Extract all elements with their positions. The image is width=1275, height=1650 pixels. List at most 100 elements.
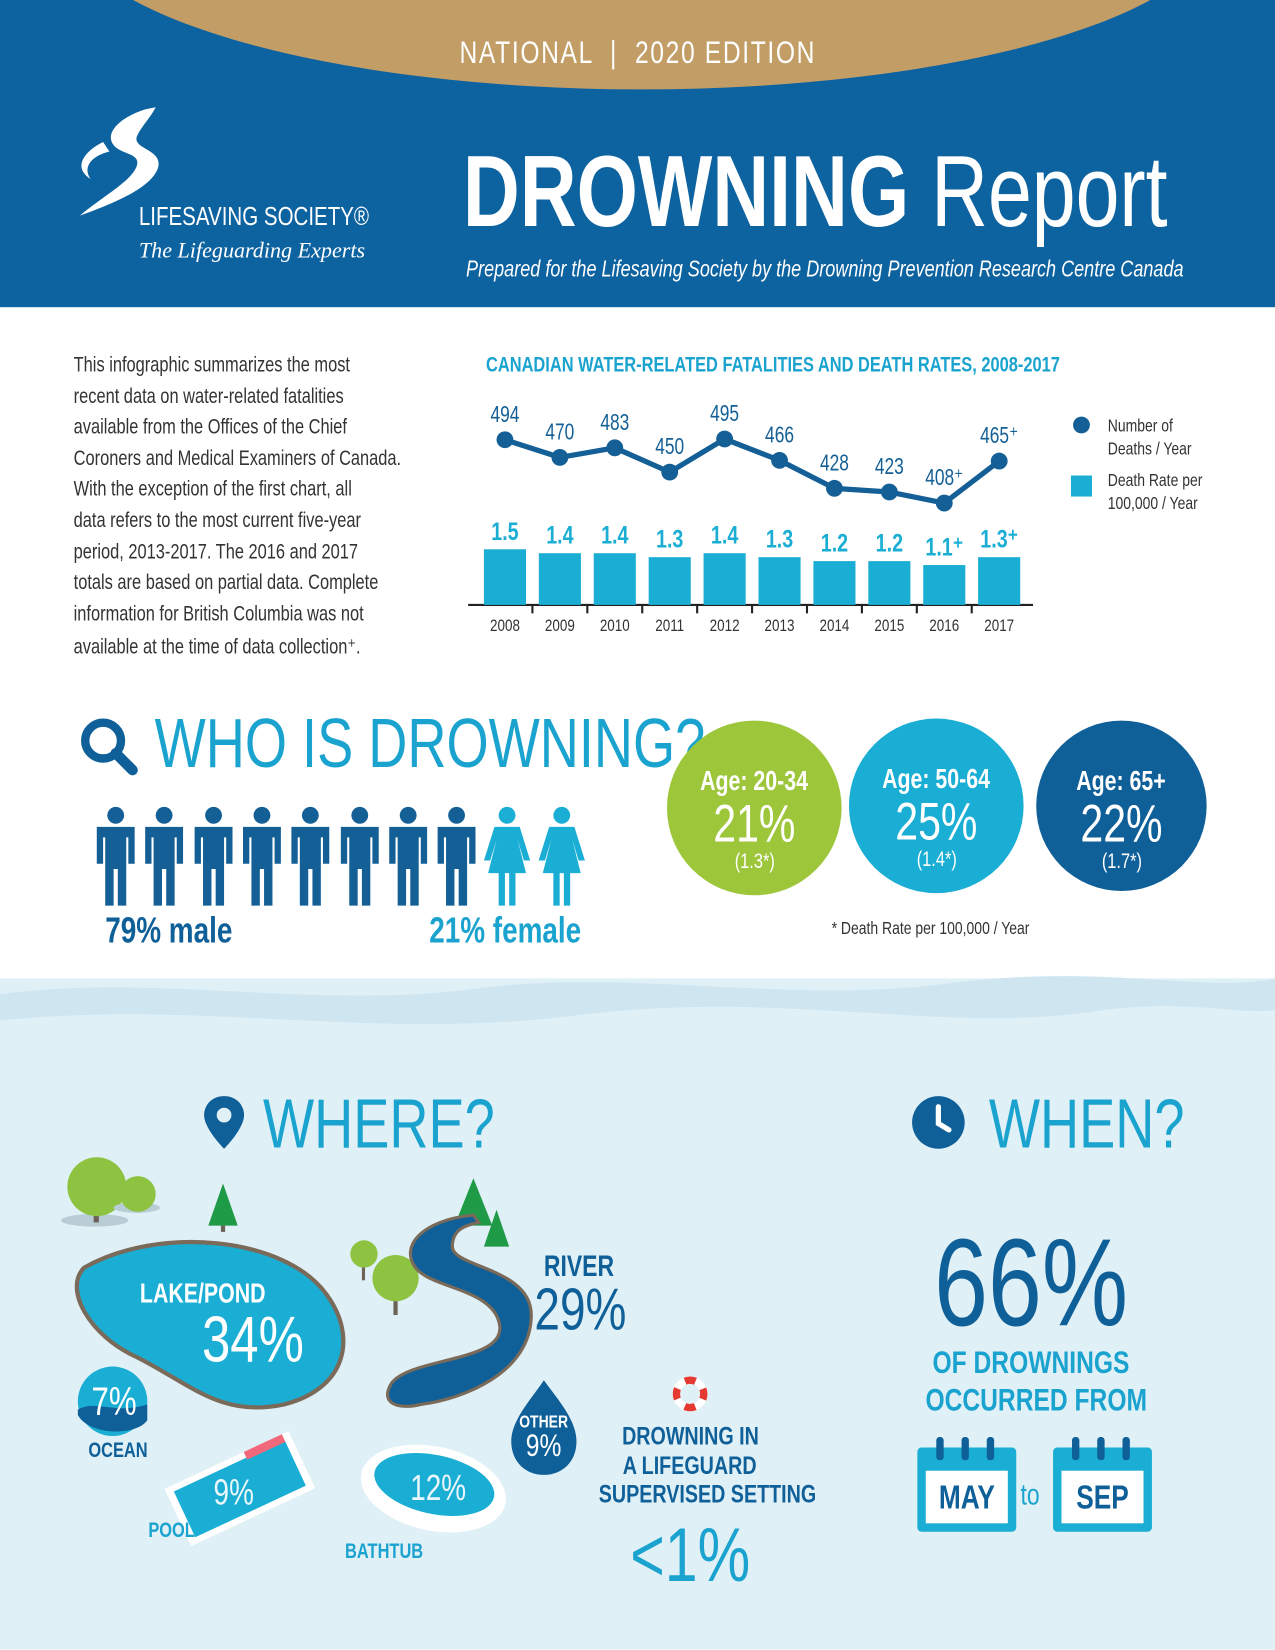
lake-pct: 34% [202, 1302, 333, 1377]
x-tick-label: 2014 [819, 617, 849, 636]
to-word: to [1020, 1478, 1045, 1512]
deaths-line [504, 436, 1001, 506]
when-line2: OCCURRED FROM [925, 1383, 1147, 1419]
bathtub-label-text: BATHTUB [345, 1540, 424, 1564]
pine-tree-icon [208, 1183, 238, 1232]
x-tick-label: 2009 [545, 617, 575, 636]
logo-name-text: LIFESAVING SOCIETY® [138, 201, 370, 232]
x-tick-label: 2011 [655, 617, 684, 636]
intro-line: With the exception of the first chart, a… [74, 478, 431, 502]
age-pct: 21% [713, 794, 796, 854]
river-shape [385, 1213, 533, 1408]
age-footnote-text: * Death Rate per 100,000 / Year [832, 918, 1030, 939]
subtitle-text: Prepared for the Lifesaving Society by t… [466, 255, 1184, 282]
lifeguard-line: DROWNING IN [568, 1422, 812, 1451]
intro-line-text: information for British Columbia was not [73, 602, 364, 626]
intro-line-text: With the exception of the first chart, a… [73, 478, 352, 502]
age-pct: 22% [1080, 794, 1163, 854]
intro-line-text: This infographic summarizes the most [73, 353, 351, 377]
deaths-label: 466 [765, 422, 794, 448]
deaths-label: 423 [875, 454, 904, 480]
legend-rate-1: Death Rate per [1107, 470, 1203, 491]
deaths-label: 483 [600, 410, 629, 436]
river-pct: 29% [534, 1275, 652, 1343]
rate-bar [648, 557, 691, 605]
intro-line-text: Coroners and Medical Examiners of Canada… [73, 446, 402, 471]
who-heading-text: WHO IS DROWNING? [154, 703, 706, 782]
intro-line-text: totals are based on partial data. Comple… [73, 571, 379, 595]
to-word-text: to [1020, 1478, 1040, 1511]
intro-line-text: data refers to the most current five-yea… [73, 509, 361, 533]
page-title: DROWNING Report [463, 135, 1275, 251]
rate-bar [593, 553, 636, 605]
search-icon [81, 718, 138, 776]
lake-label: LAKE/POND [140, 1277, 301, 1310]
rate-bar [483, 549, 526, 605]
bathtub-pct: 12% [410, 1469, 482, 1510]
age-rate: (1.4*) [916, 847, 957, 872]
where-illustration [61, 1157, 577, 1547]
deaths-point [496, 431, 514, 449]
rate-bar-label: 1.3 [766, 525, 793, 553]
bathtub-pct-text: 12% [410, 1468, 467, 1509]
legend-rate-2: 100,000 / Year [1107, 493, 1198, 514]
deaths-label: 465⁺ [980, 423, 1018, 449]
river-pct-text: 29% [534, 1276, 627, 1343]
lake-pct-text: 34% [201, 1303, 304, 1377]
male-figure-icon [190, 806, 236, 911]
deaths-label: 495 [710, 401, 739, 427]
intro-line: information for British Columbia was not [74, 603, 446, 627]
tree-icon [61, 1157, 160, 1227]
when-caption: OF DROWNINGS OCCURRED FROM [894, 1344, 1168, 1420]
fatalities-chart: 2008 1.5 2009 1.4 2010 1.4 2011 1.3 2012 1.4 2013 1… [468, 401, 1034, 636]
intro-line: period, 2013-2017. The 2016 and 2017 [74, 540, 439, 564]
deaths-point [716, 430, 734, 448]
rate-bar-label: 1.4 [601, 521, 629, 549]
other-label: OTHER [512, 1412, 575, 1433]
ocean-pct-text: 7% [91, 1380, 137, 1425]
bathtub-icon [360, 1444, 506, 1533]
deaths-point [661, 463, 679, 481]
legend-square-icon [1070, 475, 1092, 497]
where-heading: WHERE? [263, 1084, 560, 1164]
rate-bar [868, 561, 911, 605]
male-stat: 79% male [105, 911, 268, 952]
intro-line: This infographic summarizes the most [74, 353, 428, 377]
x-tick-label: 2016 [929, 617, 959, 636]
header-banner: NATIONAL | 2020 EDITION LIFESAVING SOCIE… [0, 0, 1275, 308]
rate-bar-label: 1.3 [656, 525, 683, 553]
lifeguard-pct-text: <1% [630, 1513, 751, 1598]
deaths-label: 428 [820, 450, 849, 476]
when-line1: OF DROWNINGS [932, 1345, 1130, 1381]
age-label: Age: 65+ [1076, 764, 1167, 797]
deaths-label: 470 [545, 419, 574, 445]
deaths-point [990, 452, 1008, 470]
male-figure-icon [239, 806, 285, 911]
clock-icon [912, 1096, 965, 1149]
male-figure-icon [141, 806, 187, 911]
deaths-point [826, 479, 843, 497]
intro-line-text: available at the time of data collection… [73, 635, 361, 659]
age-group-circle: Age: 20-34 21% (1.3*) [666, 720, 842, 896]
age-footnote: * Death Rate per 100,000 / Year [736, 918, 1125, 939]
pool-icon [164, 1431, 316, 1547]
month-to: SEP [1076, 1478, 1129, 1516]
male-figure-icon [287, 806, 333, 911]
tree-icon [350, 1240, 419, 1315]
other-pct: 9% [512, 1429, 575, 1465]
rate-bar-label: 1.4 [711, 521, 739, 549]
x-tick-label: 2013 [765, 617, 795, 636]
deaths-point [606, 439, 624, 457]
rate-bar-label: 1.2 [821, 529, 848, 557]
month-from: MAY [938, 1478, 995, 1516]
male-figure-icon [385, 806, 431, 911]
rate-bar-label: 1.3⁺ [980, 525, 1018, 553]
intro-line: data refers to the most current five-yea… [74, 509, 442, 533]
lifeguard-line: SUPERVISED SETTING [568, 1480, 816, 1509]
edition-label: NATIONAL | 2020 EDITION [0, 36, 1275, 72]
river-label: RIVER [544, 1250, 634, 1284]
age-rate: (1.7*) [1101, 850, 1142, 874]
lifeguard-pct: <1% [568, 1513, 812, 1599]
who-heading: WHO IS DROWNING? [155, 703, 861, 783]
female-figure-icon [482, 806, 532, 911]
